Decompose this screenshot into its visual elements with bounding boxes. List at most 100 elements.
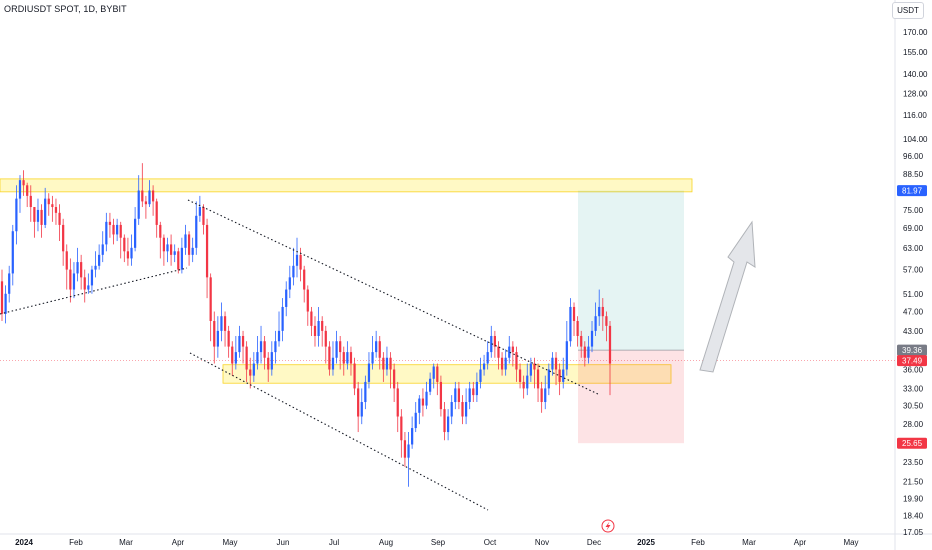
time-axis-label: Feb bbox=[69, 538, 83, 547]
candle bbox=[47, 193, 50, 216]
candle bbox=[270, 341, 273, 376]
candle bbox=[554, 352, 558, 386]
price-axis-label: 23.50 bbox=[903, 458, 924, 467]
candle bbox=[231, 341, 234, 376]
candle bbox=[515, 346, 518, 382]
candle bbox=[169, 234, 173, 266]
time-axis-label: Sep bbox=[431, 538, 446, 547]
candle bbox=[112, 218, 115, 245]
candle bbox=[274, 330, 277, 364]
price-axis-label: 140.00 bbox=[903, 70, 928, 79]
candle bbox=[288, 265, 291, 299]
price-axis-label: 17.05 bbox=[903, 528, 924, 537]
candle bbox=[378, 335, 381, 370]
price-axis-label: 51.00 bbox=[903, 290, 924, 299]
candle bbox=[583, 341, 586, 367]
trendline-lower-left bbox=[0, 267, 188, 315]
candle bbox=[457, 381, 461, 410]
candle bbox=[511, 341, 514, 367]
candle bbox=[62, 218, 65, 266]
time-axis-label: Feb bbox=[691, 538, 705, 547]
candle bbox=[65, 244, 68, 290]
resistance-zone bbox=[0, 178, 693, 193]
position-stop-zone bbox=[578, 350, 684, 444]
candle bbox=[364, 375, 367, 410]
candle bbox=[533, 357, 536, 389]
candle bbox=[508, 335, 511, 364]
price-axis-label: 155.00 bbox=[903, 48, 928, 57]
candle bbox=[576, 316, 579, 347]
price-tag: 81.97 bbox=[897, 185, 927, 197]
candle bbox=[187, 231, 191, 266]
svg-text:39.36: 39.36 bbox=[902, 346, 923, 355]
candle bbox=[202, 204, 205, 235]
candle bbox=[303, 265, 306, 303]
candle bbox=[504, 349, 507, 376]
candle bbox=[389, 352, 392, 389]
candle bbox=[0, 269, 4, 321]
candle bbox=[155, 198, 158, 238]
candle bbox=[245, 341, 248, 382]
candle bbox=[216, 316, 219, 358]
candle bbox=[493, 330, 496, 358]
candle bbox=[223, 311, 227, 347]
candle bbox=[119, 221, 122, 259]
candle bbox=[234, 335, 237, 370]
time-axis-label: May bbox=[843, 538, 858, 547]
currency-button[interactable]: USDT bbox=[892, 2, 924, 19]
price-axis-label: 28.00 bbox=[903, 420, 924, 429]
candle bbox=[209, 273, 212, 342]
candle bbox=[141, 163, 144, 208]
candle bbox=[151, 185, 155, 216]
candle bbox=[40, 204, 43, 238]
candle bbox=[608, 320, 612, 396]
price-axis-label: 75.00 bbox=[903, 206, 924, 215]
candle bbox=[295, 237, 299, 278]
candle bbox=[26, 182, 29, 208]
candle bbox=[191, 237, 194, 263]
candle bbox=[551, 352, 554, 376]
candle bbox=[105, 212, 108, 252]
candle bbox=[490, 325, 493, 358]
candle bbox=[4, 285, 7, 324]
candle bbox=[371, 335, 374, 370]
time-axis-label: Mar bbox=[742, 538, 756, 547]
candle bbox=[256, 335, 259, 370]
trendline-lower-channel bbox=[189, 352, 489, 511]
candle bbox=[382, 352, 385, 382]
candle bbox=[529, 357, 532, 382]
lightning-icon[interactable] bbox=[601, 519, 615, 533]
candle bbox=[11, 224, 14, 286]
candle bbox=[108, 212, 112, 238]
candle bbox=[317, 306, 320, 347]
candle bbox=[400, 409, 403, 458]
candle bbox=[313, 316, 317, 347]
time-axis-label: Oct bbox=[484, 538, 497, 547]
candle bbox=[306, 285, 309, 326]
price-axis-label: 30.50 bbox=[903, 402, 924, 411]
candle bbox=[101, 231, 104, 263]
time-axis-label: Aug bbox=[379, 538, 393, 547]
candle bbox=[353, 357, 356, 396]
candle bbox=[393, 363, 396, 403]
candle bbox=[468, 381, 471, 410]
candle bbox=[572, 302, 576, 336]
time-axis-label: Mar bbox=[119, 538, 133, 547]
candle bbox=[267, 352, 270, 382]
candle bbox=[310, 306, 313, 336]
candle bbox=[15, 185, 18, 245]
price-axis-label: 47.00 bbox=[903, 308, 924, 317]
candle bbox=[598, 289, 601, 326]
candle bbox=[464, 388, 468, 425]
candle bbox=[58, 204, 61, 242]
candle bbox=[367, 352, 371, 389]
candle bbox=[277, 311, 281, 347]
price-tag: 39.36 bbox=[897, 344, 927, 356]
candle bbox=[180, 237, 183, 274]
candle bbox=[292, 247, 295, 286]
svg-text:37.49: 37.49 bbox=[902, 357, 923, 366]
symbol-title[interactable]: ORDIUSDT SPOT, 1D, BYBIT bbox=[4, 4, 127, 14]
candle bbox=[54, 198, 58, 225]
